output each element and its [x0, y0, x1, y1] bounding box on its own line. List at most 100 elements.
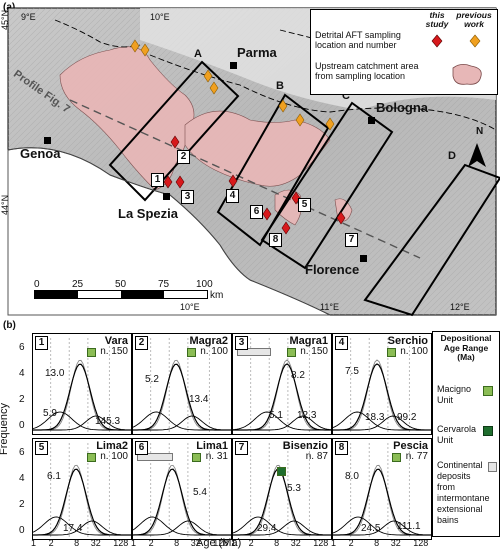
legend-continental-swatch [488, 462, 497, 472]
x-tick: 32 [190, 538, 201, 548]
y-axis-label: Frequency [0, 403, 10, 455]
macigno-indicator [392, 453, 401, 462]
panel-sample-name: Bisenzio [282, 440, 328, 452]
age-panel-pescia: 8 Pescia n. 77 8.0 24.5 111.1 [332, 438, 432, 540]
continental-age-range [237, 348, 271, 356]
age-panel-lima1: 6 Lima1 n. 31 5.4 [132, 438, 232, 540]
legend-cervarola-label: Cervarola Unit [437, 424, 477, 445]
y-tick-6-r1: 6 [19, 342, 25, 353]
x-tick: 1 [30, 538, 36, 548]
legend-red-diamond-icon [431, 34, 443, 48]
lon-label-12: 12°E [450, 302, 470, 312]
x-tick: 8 [274, 538, 280, 548]
y-tick-2-r2: 2 [19, 499, 25, 510]
age-curve [333, 520, 431, 536]
panel-sample-count: n. 77 [405, 451, 428, 462]
y-tick-2-r1: 2 [19, 394, 25, 405]
peak-age-label: 145.3 [95, 416, 121, 427]
age-curve [333, 411, 431, 431]
panel-sample-count: n. 87 [305, 451, 328, 462]
lon-label-9: 9°E [21, 12, 36, 22]
legend-macigno-label: Macigno Unit [437, 384, 472, 405]
city-marker-bologna [368, 117, 375, 124]
peak-age-label: 8.0 [345, 471, 359, 482]
panel-sample-count: n. 100 [400, 346, 428, 357]
panel-sample-name: Magra2 [189, 335, 228, 347]
city-parma: Parma [237, 45, 277, 60]
age-panel-serchio: 4 Serchio n. 100 7.5 18.3 99.2 [332, 333, 432, 435]
panel-index: 8 [335, 441, 348, 455]
city-la-spezia: La Spezia [118, 206, 178, 221]
macigno-indicator [87, 348, 96, 357]
peak-age-label: 13.0 [45, 368, 65, 379]
lon-label-10: 10°E [150, 12, 170, 22]
peak-age-label: 6.1 [47, 471, 61, 482]
scale-tick-0: 0 [34, 279, 40, 290]
peak-age-label: 13.4 [189, 394, 209, 405]
legend-orange-diamond-icon [469, 34, 481, 48]
scale-tick-100: 100 [196, 279, 213, 290]
panel-sample-count: n. 100 [200, 346, 228, 357]
peak-age-label: 5.4 [193, 487, 207, 498]
peak-age-label: 5.1 [269, 410, 283, 421]
age-curve [33, 415, 131, 431]
age-curves [133, 443, 231, 539]
legend-cervarola-swatch [483, 426, 493, 436]
x-tick: 32 [90, 538, 101, 548]
y-tick-4-r1: 4 [19, 368, 25, 379]
age-panel-magra2: 2 Magra2 n. 100 5.2 13.4 [132, 333, 232, 435]
panel-index: 5 [35, 441, 48, 455]
age-curve [133, 464, 231, 536]
age-panel-vara: 1 Vara n. 150 13.0 5.9 145.3 [32, 333, 132, 435]
peak-age-label: 24.5 [361, 523, 381, 534]
sample-markers [130, 39, 346, 235]
depositional-legend-title: Depositional Age Range (Ma) [440, 333, 492, 362]
site-6: 6 [250, 205, 263, 219]
city-marker-parma [230, 62, 237, 69]
scale-bar [34, 290, 208, 299]
north-label: N [476, 126, 484, 137]
panel-b-label: (b) [3, 320, 16, 331]
age-curves [333, 443, 431, 539]
x-tick: 2 [148, 538, 154, 548]
site-5: 5 [298, 198, 311, 212]
age-curve [233, 415, 331, 431]
age-curve [233, 520, 331, 536]
legend-detrital: Detrital AFT sampling location and numbe… [315, 30, 401, 50]
scale-tick-75: 75 [158, 279, 170, 290]
panel-sample-count: n. 100 [100, 451, 128, 462]
site-4: 4 [226, 189, 239, 203]
site-1: 1 [151, 173, 164, 187]
peak-age-label: 7.5 [345, 366, 359, 377]
peak-age-label: 111.1 [397, 521, 421, 532]
x-tick: 2 [348, 538, 354, 548]
y-tick-4-r2: 4 [19, 473, 25, 484]
legend-this-study: this study [425, 10, 449, 29]
age-curve [233, 516, 331, 536]
x-tick: 8 [174, 538, 180, 548]
age-curve [33, 520, 131, 536]
age-curve [33, 516, 131, 536]
x-tick: 8 [74, 538, 80, 548]
panel-sample-count: n. 31 [205, 451, 228, 462]
profile-c: C [342, 90, 350, 102]
x-tick: 32 [390, 538, 401, 548]
scale-unit: km [210, 290, 224, 301]
age-curve [133, 468, 231, 536]
x-tick: 8 [374, 538, 380, 548]
macigno-indicator [87, 453, 96, 462]
panel-index: 6 [135, 441, 148, 455]
city-bologna: Bologna [376, 100, 428, 115]
y-tick-0-r1: 0 [19, 420, 25, 431]
panel-index: 3 [235, 336, 248, 350]
age-curves [333, 338, 431, 434]
continental-age-range [137, 453, 173, 461]
peak-age-label: 29.4 [257, 523, 277, 534]
macigno-indicator [387, 348, 396, 357]
age-curve [233, 468, 331, 536]
x-tick: 2 [248, 538, 254, 548]
city-florence: Florence [305, 262, 360, 277]
macigno-indicator [192, 453, 201, 462]
x-tick: 2 [48, 538, 54, 548]
age-panel-bisenzio: 7 Bisenzio n. 87 5.3 29.4 [232, 438, 332, 540]
